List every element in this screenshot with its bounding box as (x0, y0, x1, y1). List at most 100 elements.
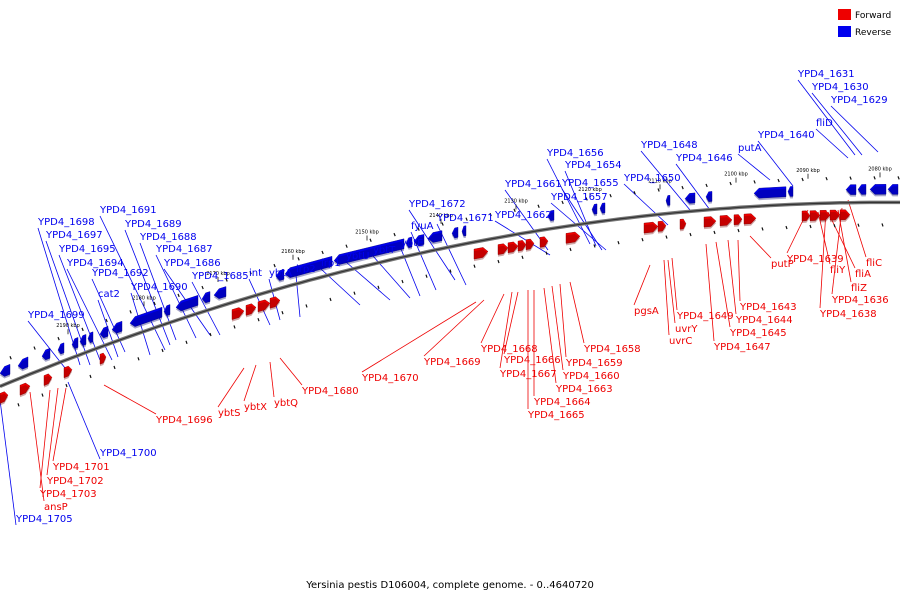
forward-gene-block[interactable] (801, 210, 811, 222)
reverse-gene-label[interactable]: YPD4_1648 (640, 140, 698, 151)
forward-gene-block[interactable] (0, 391, 9, 404)
forward-gene-label[interactable]: pgsA (634, 306, 659, 317)
reverse-gene-block[interactable] (599, 202, 606, 214)
forward-gene-label[interactable]: YPD4_1668 (480, 344, 538, 355)
forward-gene-label[interactable]: ansP (44, 502, 68, 513)
reverse-gene-label[interactable]: YPD4_1657 (550, 192, 608, 203)
reverse-gene-block[interactable] (869, 184, 887, 195)
forward-gene-label[interactable]: ybtQ (274, 398, 298, 409)
reverse-gene-block[interactable] (413, 234, 425, 246)
forward-gene-label[interactable]: YPD4_1647 (713, 342, 771, 353)
forward-gene-block[interactable] (19, 382, 31, 396)
forward-gene-block[interactable] (507, 241, 519, 254)
reverse-gene-label[interactable]: YPD4_1687 (155, 244, 213, 255)
forward-gene-block[interactable] (517, 240, 527, 252)
reverse-gene-label[interactable]: YPD4_1685 (191, 271, 249, 282)
reverse-gene-block[interactable] (175, 295, 199, 312)
reverse-gene-block[interactable] (461, 225, 467, 237)
reverse-gene-label[interactable]: YPD4_1692 (91, 268, 149, 279)
reverse-gene-label[interactable]: YPD4_1699 (27, 310, 85, 321)
forward-gene-label[interactable]: YPD4_1639 (786, 254, 844, 265)
forward-gene-block[interactable] (43, 373, 53, 386)
reverse-gene-block[interactable] (17, 356, 29, 370)
reverse-gene-block[interactable] (665, 195, 671, 206)
reverse-gene-label[interactable]: YPD4_1672 (408, 199, 466, 210)
forward-gene-block[interactable] (473, 247, 489, 260)
forward-gene-block[interactable] (643, 221, 659, 234)
reverse-gene-block[interactable] (79, 334, 87, 346)
reverse-gene-label[interactable]: fliD (816, 118, 833, 129)
reverse-gene-label[interactable]: YPD4_1630 (811, 82, 869, 93)
forward-gene-block[interactable] (657, 220, 667, 232)
forward-gene-label[interactable]: YPD4_1663 (555, 384, 613, 395)
reverse-gene-label[interactable]: YPD4_1686 (163, 258, 221, 269)
reverse-gene-block[interactable] (201, 291, 211, 304)
reverse-gene-label[interactable]: YPD4_1697 (45, 230, 103, 241)
reverse-gene-label[interactable]: YPD4_1694 (66, 258, 124, 269)
forward-gene-label[interactable]: YPD4_1643 (739, 302, 797, 313)
forward-gene-label[interactable]: putP (771, 259, 794, 270)
reverse-gene-block[interactable] (547, 209, 555, 221)
reverse-gene-block[interactable] (705, 191, 713, 202)
forward-gene-label[interactable]: YPD4_1666 (503, 355, 561, 366)
reverse-gene-block[interactable] (405, 236, 413, 249)
forward-gene-label[interactable]: ybtS (218, 408, 241, 419)
reverse-gene-block[interactable] (684, 192, 696, 204)
reverse-gene-label[interactable]: YPD4_1691 (99, 205, 157, 216)
reverse-gene-label[interactable]: ybtE (401, 238, 424, 249)
forward-gene-label[interactable]: YPD4_1644 (735, 315, 793, 326)
reverse-gene-label[interactable]: putA (738, 143, 762, 154)
forward-gene-label[interactable]: fliY (830, 265, 846, 276)
reverse-gene-label[interactable]: YPD4_1690 (130, 282, 188, 293)
reverse-gene-label[interactable]: YPD4_1655 (561, 178, 619, 189)
forward-gene-label[interactable]: YPD4_1667 (499, 369, 557, 380)
forward-gene-label[interactable]: YPD4_1696 (155, 415, 213, 426)
reverse-gene-label[interactable]: YPD4_1661 (504, 179, 562, 190)
reverse-gene-label[interactable]: YPD4_1688 (139, 232, 197, 243)
reverse-gene-block[interactable] (71, 337, 79, 349)
forward-gene-label[interactable]: YPD4_1638 (819, 309, 877, 320)
reverse-gene-label[interactable]: YPD4_1671 (436, 213, 494, 224)
forward-gene-label[interactable]: fliZ (851, 283, 867, 294)
reverse-gene-block[interactable] (857, 184, 867, 195)
forward-gene-label[interactable]: YPD4_1659 (565, 358, 623, 369)
reverse-gene-label[interactable]: ybtA (269, 268, 292, 279)
reverse-gene-label[interactable]: YPD4_1695 (58, 244, 116, 255)
forward-gene-block[interactable] (257, 299, 271, 313)
forward-gene-block[interactable] (839, 209, 851, 221)
forward-gene-label[interactable]: YPD4_1645 (729, 328, 787, 339)
reverse-gene-label[interactable]: YPD4_1705 (15, 514, 73, 525)
reverse-gene-block[interactable] (333, 238, 405, 265)
reverse-gene-block[interactable] (427, 230, 443, 243)
reverse-gene-block[interactable] (213, 286, 227, 299)
reverse-gene-block[interactable] (41, 347, 51, 361)
forward-gene-block[interactable] (525, 238, 535, 250)
forward-gene-block[interactable] (245, 303, 257, 316)
forward-gene-label[interactable]: YPD4_1665 (527, 410, 585, 421)
forward-gene-label[interactable]: YPD4_1669 (423, 357, 481, 368)
forward-gene-block[interactable] (809, 210, 821, 221)
reverse-gene-label[interactable]: YPD4_1640 (757, 130, 815, 141)
forward-gene-label[interactable]: YPD4_1636 (831, 295, 889, 306)
forward-gene-label[interactable]: YPD4_1664 (533, 397, 591, 408)
reverse-gene-label[interactable]: YPD4_1654 (564, 160, 622, 171)
reverse-gene-label[interactable]: fyuA (411, 221, 434, 232)
reverse-gene-block[interactable] (787, 186, 794, 197)
forward-gene-block[interactable] (819, 209, 831, 221)
reverse-gene-label[interactable]: YPD4_1629 (830, 95, 888, 106)
forward-gene-label[interactable]: fliA (855, 269, 871, 280)
forward-gene-block[interactable] (703, 216, 717, 228)
reverse-gene-label[interactable]: irp2 (296, 264, 316, 275)
forward-gene-block[interactable] (63, 365, 73, 379)
reverse-gene-label[interactable]: YPD4_1631 (797, 69, 855, 80)
forward-gene-block[interactable] (565, 231, 581, 244)
forward-gene-label[interactable]: uvrC (669, 336, 692, 347)
reverse-gene-label[interactable]: cat2 (98, 289, 120, 300)
reverse-gene-label[interactable]: YPD4_1700 (99, 448, 157, 459)
forward-gene-label[interactable]: YPD4_1649 (676, 311, 734, 322)
reverse-gene-block[interactable] (87, 331, 94, 344)
forward-gene-block[interactable] (743, 213, 757, 225)
forward-gene-block[interactable] (719, 215, 733, 227)
forward-gene-label[interactable]: fliC (866, 258, 882, 269)
reverse-gene-label[interactable]: YPD4_1646 (675, 153, 733, 164)
